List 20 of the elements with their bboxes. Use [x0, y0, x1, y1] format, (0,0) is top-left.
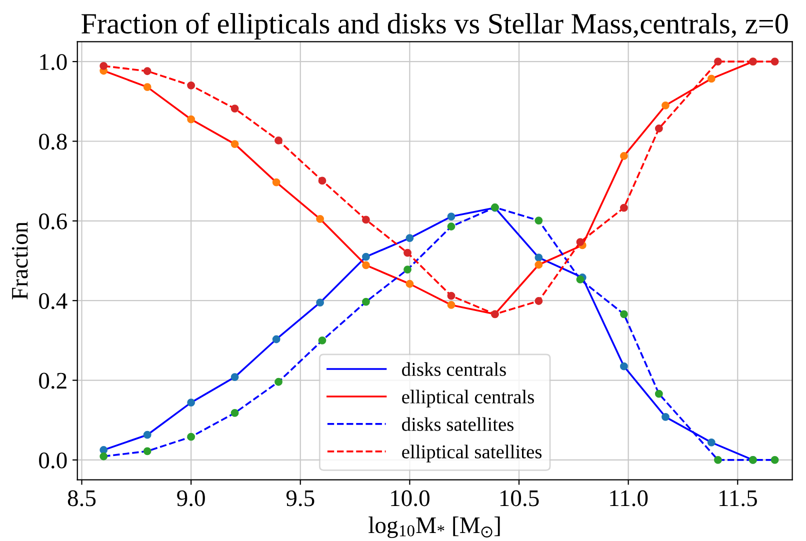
x-tick-label: 8.5	[68, 490, 96, 506]
y-axis-title: Fraction	[12, 222, 28, 300]
x-tick-label: 10.5	[500, 490, 539, 506]
chart-title: Fraction of ellipticals and disks vs Stellar Mass,centrals, z=0	[82, 12, 788, 40]
legend-label: elliptical centrals	[402, 390, 534, 408]
x-tick-label: 10.0	[391, 490, 430, 506]
y-tick-label: 0.6	[39, 213, 67, 230]
y-tick-label: 0.4	[39, 293, 68, 310]
legend-label: disks centrals	[402, 362, 506, 376]
x-tick-label: 9.0	[177, 490, 205, 506]
y-tick-label: 1.0	[40, 54, 67, 70]
x-axis-title: log$_{10}$M$_{*}$ [M$_{⊙}$]	[368, 516, 500, 538]
legend-label: elliptical satellites	[402, 444, 542, 462]
x-tick-label: 11.0	[610, 490, 648, 506]
y-tick-label: 0.8	[39, 134, 67, 150]
x-tick-label: 9.5	[286, 490, 314, 506]
legend-label: disks satellites	[402, 417, 514, 431]
x-tick-label: 11.5	[720, 490, 757, 506]
y-tick-label: 0.0	[39, 452, 67, 468]
y-tick-label: 0.2	[39, 372, 66, 389]
